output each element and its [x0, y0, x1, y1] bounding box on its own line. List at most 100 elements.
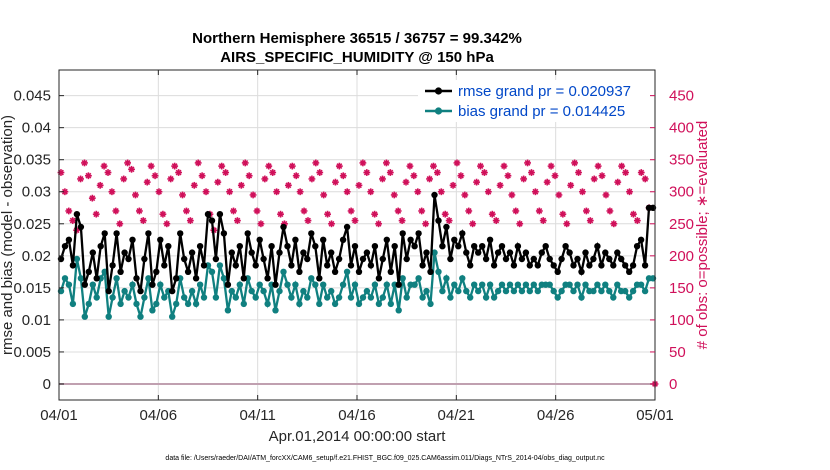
obs-point [300, 207, 308, 215]
rmse-point [391, 243, 398, 250]
bias-point [85, 300, 93, 308]
rmse-point [121, 249, 128, 256]
obs-point [504, 172, 512, 180]
rmse-point [578, 268, 585, 275]
rmse-point [268, 243, 275, 250]
obs-point [261, 175, 269, 183]
x-axis-label: Apr.01,2014 00:00:00 start [269, 428, 447, 445]
bias-point [403, 294, 410, 301]
rmse-point [423, 249, 430, 256]
rmse-point [244, 230, 251, 237]
rmse-point [320, 236, 327, 243]
y-right-tick-label: 400 [669, 120, 694, 137]
bias-point [212, 294, 220, 301]
rmse-point [383, 236, 390, 243]
obs-point [375, 220, 382, 228]
obs-point [622, 169, 629, 176]
obs-point [394, 207, 402, 215]
obs-point [175, 169, 182, 176]
obs-point [234, 217, 241, 224]
rmse-point [61, 243, 69, 250]
y-left-tick-label: 0.04 [22, 120, 51, 137]
y-right-tick-label: 0 [669, 376, 677, 393]
rmse-point [550, 262, 557, 269]
bias-point [129, 281, 136, 288]
obs-point [112, 207, 120, 215]
obs-point [606, 207, 614, 215]
legend: rmse grand pr = 0.020937 bias grand pr =… [418, 80, 650, 122]
bias-point [133, 300, 140, 308]
rmse-point [427, 268, 434, 275]
rmse-point [288, 262, 295, 269]
obs-point [610, 220, 618, 228]
y-right-axis-label: # of obs: o=possible; ∗=evaluated [694, 121, 711, 350]
rmse-point [300, 249, 307, 256]
rmse-point [248, 249, 255, 256]
rmse-point [510, 262, 518, 269]
rmse-point [602, 249, 609, 256]
y-left-axis-label: rmse and bias (model - observation) [0, 115, 16, 355]
obs-point [222, 169, 230, 176]
obs-point [579, 188, 586, 196]
obs-point [132, 191, 139, 199]
bias-point [395, 307, 402, 314]
obs-point [594, 162, 602, 170]
obs-point [284, 181, 292, 189]
rmse-point [236, 243, 243, 250]
obs-point [163, 220, 171, 228]
obs-point [69, 217, 77, 224]
bias-point [498, 281, 506, 288]
obs-point [422, 220, 430, 228]
bias-point [447, 294, 454, 301]
obs-point [543, 178, 551, 186]
rmse-point [403, 255, 410, 263]
bias-point [73, 255, 81, 263]
rmse-point [447, 255, 454, 263]
rmse-point [157, 236, 164, 243]
rmse-point [252, 262, 259, 269]
rmse-point [177, 230, 184, 237]
legend-rmse-marker [434, 87, 443, 95]
bias-point [558, 287, 565, 295]
obs-point [339, 172, 347, 180]
bias-point [526, 287, 533, 295]
obs-point [328, 220, 335, 228]
rmse-point [399, 230, 406, 237]
obs-point [508, 191, 516, 199]
bias-point [264, 300, 271, 308]
rmse-point [101, 230, 108, 237]
bias-point [161, 294, 168, 301]
obs-point [539, 217, 547, 224]
legend-rmse-label: rmse grand pr = 0.020937 [458, 83, 631, 100]
rmse-point [200, 262, 208, 269]
obs-point [269, 169, 277, 176]
y-right-tick-label: 250 [669, 216, 694, 233]
y-left-tick-label: 0.01 [22, 312, 51, 329]
obs-point [218, 162, 226, 170]
rmse-point [367, 262, 375, 269]
obs-point [481, 169, 488, 176]
obs-point [433, 169, 441, 176]
obs-point [292, 172, 300, 180]
y-right-tick-label: 300 [669, 184, 694, 201]
obs-point [77, 175, 84, 183]
rmse-point [339, 236, 347, 243]
obs-point [449, 181, 457, 189]
obs-point [92, 210, 100, 218]
obs-point [237, 181, 245, 189]
rmse-point [232, 262, 239, 269]
rmse-point [240, 275, 247, 282]
obs-point [159, 210, 167, 218]
rmse-point [216, 211, 224, 218]
bias-point [69, 300, 77, 308]
rmse-point [129, 236, 136, 243]
bias-point [236, 281, 243, 288]
obs-point [120, 175, 128, 183]
bias-point [200, 294, 208, 301]
bias-point [479, 281, 486, 288]
bias-point [518, 287, 526, 295]
bias-point [296, 300, 303, 308]
bias-point [121, 287, 128, 295]
bias-point [288, 294, 295, 301]
